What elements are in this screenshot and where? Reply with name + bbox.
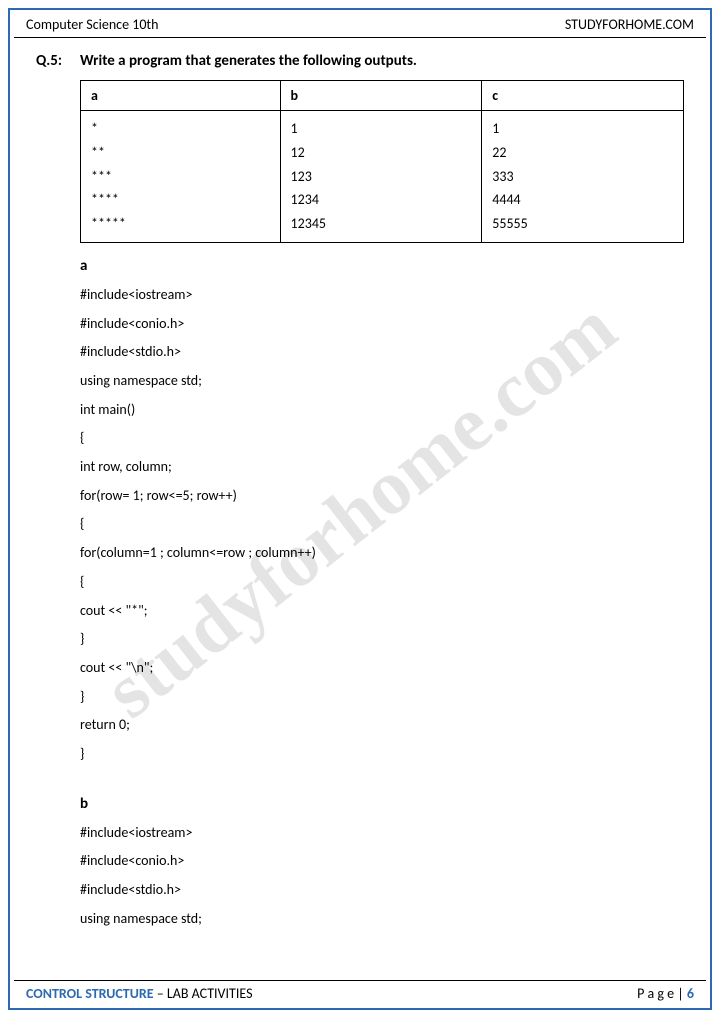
code-block-a: #include<iostream>#include<conio.h>#incl… <box>80 281 684 769</box>
header-right: STUDYFORHOME.COM <box>565 16 694 33</box>
code-line: int row, column; <box>80 453 684 482</box>
section-label-a: a <box>80 257 684 275</box>
page-header: Computer Science 10th STUDYFORHOME.COM <box>14 14 706 38</box>
code-line: { <box>80 568 684 597</box>
col-header-a: a <box>81 81 281 111</box>
code-line: #include<conio.h> <box>80 847 684 876</box>
footer-rest: – LAB ACTIVITIES <box>154 985 253 1002</box>
table-cell: 1 12 123 1234 12345 <box>280 111 482 243</box>
output-table: a b c * ** *** **** *****1 12 123 1234 1… <box>80 80 684 243</box>
footer-left: CONTROL STRUCTURE – LAB ACTIVITIES <box>26 985 253 1002</box>
footer-right: P a g e | 6 <box>637 985 694 1002</box>
page-number: 6 <box>687 985 694 1002</box>
page-body: studyforhome.com Q.5: Write a program th… <box>14 38 706 980</box>
code-line: #include<iostream> <box>80 819 684 848</box>
code-line: #include<conio.h> <box>80 310 684 339</box>
page-label: P a g e | <box>637 985 687 1002</box>
question-text: Write a program that generates the follo… <box>80 52 417 70</box>
page-footer: CONTROL STRUCTURE – LAB ACTIVITIES P a g… <box>14 980 706 1004</box>
table-cell: 1 22 333 4444 55555 <box>482 111 684 243</box>
code-line: } <box>80 625 684 654</box>
code-line: using namespace std; <box>80 367 684 396</box>
code-line: cout << "*"; <box>80 597 684 626</box>
code-line: return 0; <box>80 711 684 740</box>
code-line: int main() <box>80 396 684 425</box>
code-line: cout << "\n"; <box>80 654 684 683</box>
col-header-b: b <box>280 81 482 111</box>
code-line: using namespace std; <box>80 905 684 934</box>
table-row: * ** *** **** *****1 12 123 1234 123451 … <box>81 111 684 243</box>
code-line: #include<stdio.h> <box>80 876 684 905</box>
code-line: } <box>80 740 684 769</box>
header-left: Computer Science 10th <box>26 16 158 33</box>
footer-topic: CONTROL STRUCTURE <box>26 985 154 1002</box>
section-label-b: b <box>80 795 684 813</box>
page-content: Computer Science 10th STUDYFORHOME.COM s… <box>14 14 706 1004</box>
code-block-b: #include<iostream>#include<conio.h>#incl… <box>80 819 684 934</box>
question-row: Q.5: Write a program that generates the … <box>36 52 684 70</box>
code-line: for(row= 1; row<=5; row++) <box>80 482 684 511</box>
table-cell: * ** *** **** ***** <box>81 111 281 243</box>
question-number: Q.5: <box>36 52 80 70</box>
table-header-row: a b c <box>81 81 684 111</box>
code-line: #include<iostream> <box>80 281 684 310</box>
code-line: { <box>80 424 684 453</box>
code-line: { <box>80 510 684 539</box>
code-line: #include<stdio.h> <box>80 338 684 367</box>
code-line: } <box>80 683 684 712</box>
code-line: for(column=1 ; column<=row ; column++) <box>80 539 684 568</box>
col-header-c: c <box>482 81 684 111</box>
